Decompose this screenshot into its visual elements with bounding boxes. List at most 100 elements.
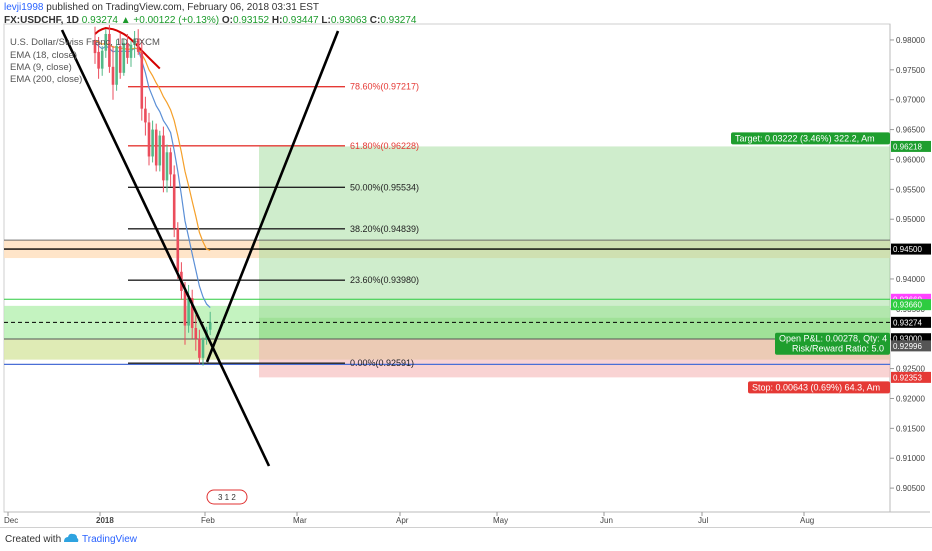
fib-label: 0.00%(0.92591) — [350, 358, 414, 368]
price-tag-label: 0.93000 — [893, 335, 922, 344]
price-tag — [891, 316, 931, 328]
high-value: 0.93447 — [282, 15, 319, 26]
candle-body — [133, 38, 136, 45]
x-tick-label: May — [493, 516, 508, 525]
target-zone — [259, 146, 890, 339]
created-with-text: Created with — [5, 534, 62, 545]
fib-label: 23.60%(0.93980) — [350, 275, 419, 285]
y-tick-label: 0.91500 — [896, 424, 925, 433]
footer: Created with TradingView — [0, 527, 932, 551]
price-chart[interactable]: 0.98000 0.97500 0.97000 0.96500 0.96000 0.955… — [0, 0, 932, 527]
candle-body — [151, 129, 154, 157]
symbol-info: FX:USDCHF, 1D 0.93274 ▲ +0.00122 (+0.13%… — [4, 15, 417, 26]
candle-body — [176, 228, 180, 272]
price-change: ▲ +0.00122 (+0.13%) — [120, 15, 220, 26]
fib-label: 38.20%(0.94839) — [350, 224, 419, 234]
candle-body — [158, 135, 162, 166]
price-tag — [891, 243, 931, 255]
ema-line — [94, 42, 211, 309]
price-tag-label: 0.94500 — [893, 245, 922, 254]
x-tick-label: 2018 — [96, 516, 114, 525]
publish-info: levji1998 published on TradingView.com, … — [4, 2, 319, 13]
trendline-down — [60, 29, 271, 467]
event-badge-text: 3 1 2 — [218, 493, 236, 502]
close-value: 0.93274 — [380, 15, 417, 26]
pnl-label-box — [775, 332, 890, 355]
price-tag-label: 0.93660 — [893, 301, 922, 310]
x-tick-label: Feb — [201, 516, 215, 525]
candle-body — [136, 38, 140, 52]
y-tick-label: 0.96000 — [896, 155, 925, 164]
publish-text: published on TradingView.com, February 0… — [46, 2, 320, 13]
candle-body — [162, 135, 165, 181]
candle-body — [172, 174, 176, 229]
x-tick-label: Jul — [698, 516, 708, 525]
candle-body — [104, 33, 108, 51]
candle-body — [97, 51, 100, 69]
candle-body — [122, 42, 126, 73]
y-tick-label: 0.94000 — [896, 275, 925, 284]
candle-body — [183, 290, 187, 326]
stop-label-box — [748, 381, 890, 394]
candle-body — [108, 33, 111, 67]
legend-ema9[interactable]: EMA (9, close) — [10, 62, 72, 73]
event-badge — [206, 489, 248, 505]
fib-label: 61.80%(0.96228) — [350, 141, 419, 151]
price-tag-label: 0.93274 — [893, 318, 922, 327]
fib-label: 50.00%(0.95534) — [350, 182, 419, 192]
y-tick-label: 0.90500 — [896, 484, 925, 493]
price-tag-label: 0.92353 — [893, 373, 922, 382]
candle-body — [198, 338, 201, 358]
candle-body — [201, 339, 205, 358]
legend-title: U.S. Dollar/Swiss Franc, 1D, FXCM — [10, 37, 160, 48]
x-tick-label: Aug — [800, 516, 814, 525]
candle-body — [115, 45, 118, 85]
y-tick-label: 0.91000 — [896, 454, 925, 463]
low-value: 0.93063 — [330, 15, 367, 26]
candle-body — [154, 129, 158, 166]
y-tick-label: 0.96500 — [896, 126, 925, 135]
y-tick-label: 0.95000 — [896, 215, 925, 224]
candle-body — [194, 327, 198, 339]
y-tick-label: 0.98000 — [896, 36, 925, 45]
candle-body — [147, 122, 151, 157]
author-link[interactable]: levji1998 — [4, 2, 44, 13]
tradingview-link[interactable]: TradingView — [82, 534, 138, 545]
candle-body — [187, 298, 190, 326]
x-tick-label: Apr — [396, 516, 409, 525]
price-tag — [891, 340, 931, 352]
candle-body — [93, 39, 97, 54]
open-pnl-zone — [259, 317, 890, 339]
candle-body — [140, 51, 144, 109]
candle-body — [190, 298, 194, 328]
trendline-up — [205, 30, 340, 363]
price-tag — [891, 299, 931, 311]
y-tick-label: 0.97000 — [896, 96, 925, 105]
candle-body — [144, 108, 147, 123]
candle-body — [208, 322, 212, 330]
ema-line — [94, 39, 211, 251]
price-tag-label: 0.92996 — [893, 342, 922, 351]
candle-body — [118, 45, 122, 73]
tradingview-logo-icon — [62, 532, 80, 549]
price-tag-label: 0.96218 — [893, 142, 922, 151]
candle-body — [129, 44, 133, 58]
candle-body — [169, 152, 172, 175]
price-tag — [891, 371, 931, 383]
target-label-box — [731, 132, 890, 145]
x-tick-label: Jun — [600, 516, 613, 525]
last-price: 0.93274 — [81, 15, 118, 26]
legend-ema18[interactable]: EMA (18, close) — [10, 50, 78, 61]
open-value: 0.93152 — [232, 15, 270, 26]
candle-body — [126, 42, 129, 58]
x-tick-label: Mar — [293, 516, 307, 525]
y-tick-label: 0.92500 — [896, 365, 925, 374]
price-tag — [891, 333, 931, 345]
symbol-name: FX:USDCHF, 1D — [4, 15, 80, 26]
stop-label: Stop: 0.00643 (0.69%) 64.3, Am — [752, 382, 880, 392]
x-tick-label: Dec — [4, 516, 18, 525]
pnl-label: Open P&L: 0.00278, Qty: 4 — [779, 334, 887, 344]
rr-label: Risk/Reward Ratio: 5.0 — [792, 344, 884, 354]
price-tag — [891, 140, 931, 152]
legend-ema200[interactable]: EMA (200, close) — [10, 74, 83, 85]
